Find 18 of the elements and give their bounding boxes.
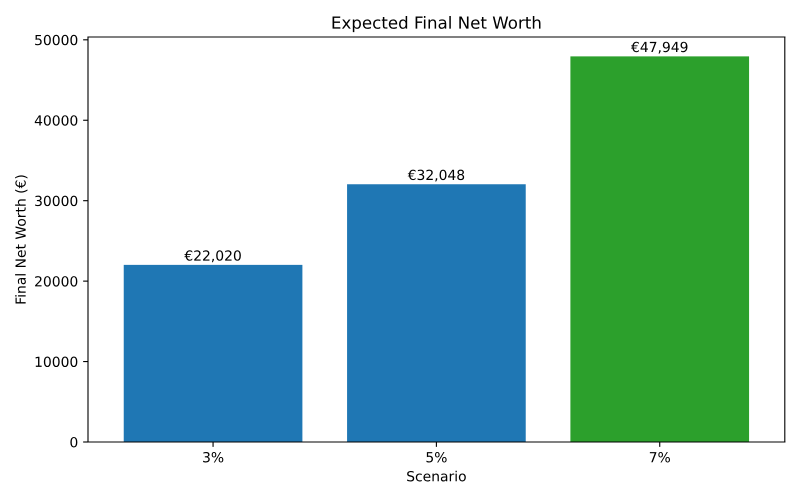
x-tick-label: 7%	[650, 452, 670, 462]
x-axis-title: Scenario	[407, 470, 466, 482]
x-tick-label: 3%	[203, 452, 224, 462]
bar	[570, 56, 750, 442]
y-tick-label: 40000	[34, 115, 78, 126]
y-tick-label: 50000	[35, 34, 78, 46]
data-label: €32,048	[408, 170, 464, 182]
y-tick-label: 30000	[35, 196, 78, 206]
bar	[347, 184, 526, 442]
y-tick-label: 0	[70, 436, 78, 448]
x-tick-label: 5%	[426, 452, 447, 462]
chart-title: Expected Final Net Worth	[332, 16, 540, 32]
y-tick-label: 20000	[35, 276, 78, 287]
data-label: €22,020	[184, 250, 241, 262]
bar	[124, 264, 302, 442]
data-label: €47,949	[631, 42, 688, 54]
y-tick-label: 10000	[36, 356, 78, 368]
y-axis-title: Final Net Worth (€)	[15, 175, 28, 304]
